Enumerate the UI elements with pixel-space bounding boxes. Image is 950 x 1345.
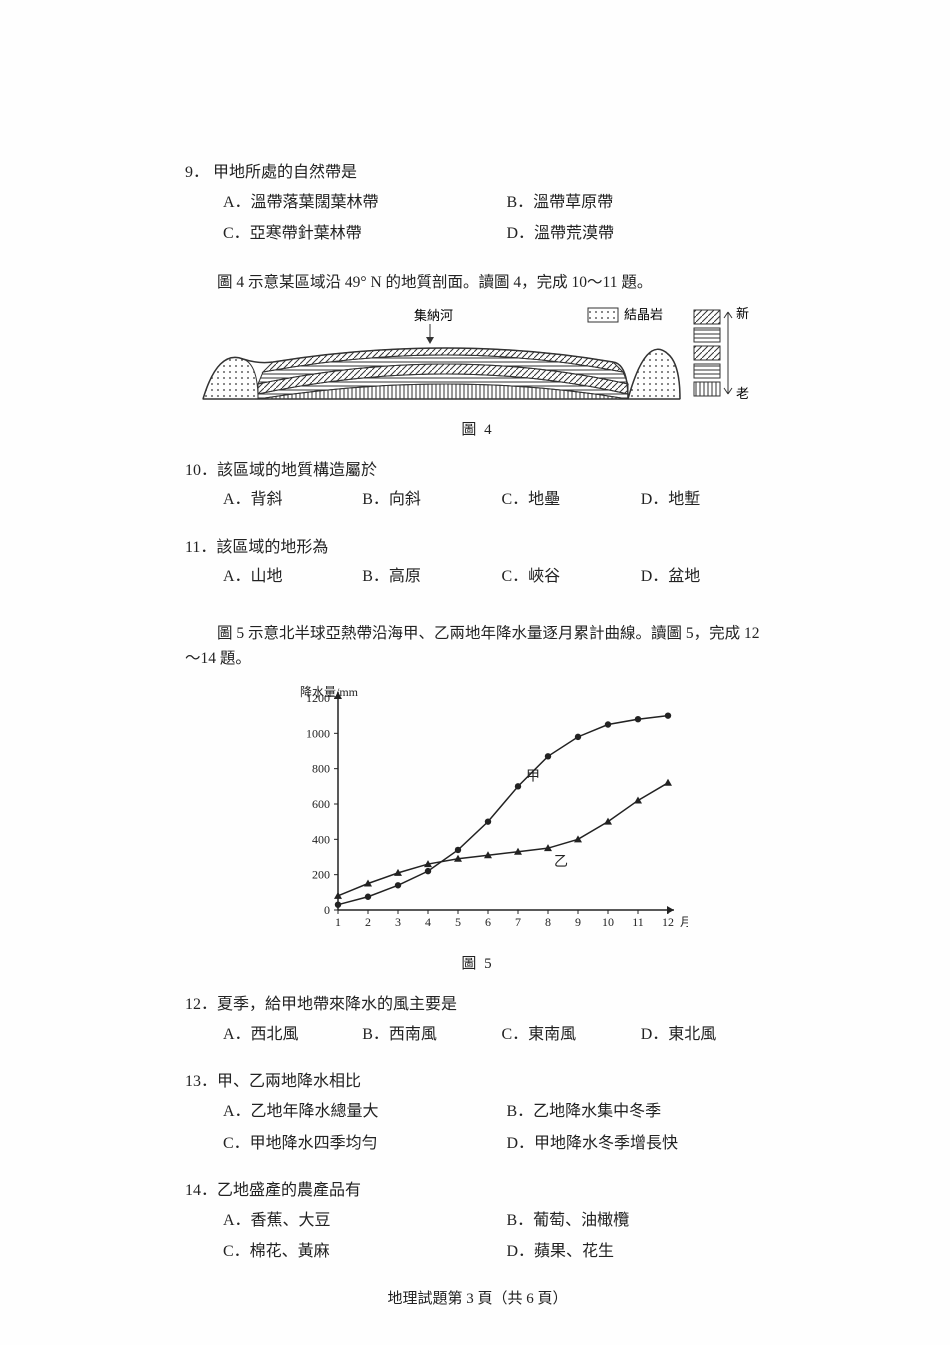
q9-choice-a: A．溫帶落葉闊葉林帶: [223, 190, 487, 216]
q12-choice-d: D．東北風: [641, 1022, 770, 1048]
question-10: 10． 該區域的地質構造屬於 A．背斜 B．向斜 C．地壘 D．地塹: [185, 458, 770, 513]
q10-choice-c: C．地壘: [502, 487, 631, 513]
q14-choice-c: C．棉花、黃麻: [223, 1239, 487, 1265]
svg-text:0: 0: [324, 903, 330, 917]
q9-choice-c: C．亞寒帶針葉林帶: [223, 221, 487, 247]
q10-number: 10．: [185, 458, 217, 484]
svg-text:200: 200: [312, 867, 330, 881]
svg-text:600: 600: [312, 797, 330, 811]
fig4-strat-legend: 新 老: [694, 306, 749, 401]
q13-choice-d: D．甲地降水冬季增長快: [507, 1131, 771, 1157]
svg-text:月: 月: [680, 915, 688, 929]
svg-text:12: 12: [662, 915, 674, 929]
q9-number: 9．: [185, 160, 213, 186]
svg-text:400: 400: [312, 832, 330, 846]
q13-text: 甲、乙兩地降水相比: [217, 1069, 770, 1095]
fig5-svg: 020040060080010001200降水量/mm1234567891011…: [268, 680, 688, 940]
q11-number: 11．: [185, 535, 216, 561]
question-13: 13． 甲、乙兩地降水相比 A．乙地年降水總量大 B．乙地降水集中冬季 C．甲地…: [185, 1069, 770, 1156]
q11-choice-d: D．盆地: [641, 564, 770, 590]
svg-text:乙: 乙: [554, 854, 568, 870]
q14-text: 乙地盛產的農產品有: [217, 1178, 770, 1204]
svg-text:10: 10: [602, 915, 614, 929]
legend-old: 老: [736, 386, 749, 401]
question-12: 12． 夏季，給甲地帶來降水的風主要是 A．西北風 B．西南風 C．東南風 D．…: [185, 992, 770, 1047]
q11-choice-b: B．高原: [362, 564, 491, 590]
q13-choice-a: A．乙地年降水總量大: [223, 1099, 487, 1125]
q12-number: 12．: [185, 992, 217, 1018]
q14-number: 14．: [185, 1178, 217, 1204]
q14-choice-b: B．葡萄、油橄欖: [507, 1208, 771, 1234]
q12-choice-a: A．西北風: [223, 1022, 352, 1048]
q12-choice-c: C．東南風: [502, 1022, 631, 1048]
figure-5: 020040060080010001200降水量/mm1234567891011…: [185, 680, 770, 977]
figure-4: 結晶岩 新 老: [185, 304, 770, 442]
svg-text:1000: 1000: [306, 726, 330, 740]
svg-text:800: 800: [312, 761, 330, 775]
question-9: 9． 甲地所處的自然帶是 A．溫帶落葉闊葉林帶 B．溫帶草原帶 C．亞寒帶針葉林…: [185, 160, 770, 247]
q9-text: 甲地所處的自然帶是: [213, 160, 770, 186]
question-11: 11． 該區域的地形為 A．山地 B．高原 C．峽谷 D．盆地: [185, 535, 770, 590]
svg-text:11: 11: [632, 915, 644, 929]
svg-text:2: 2: [365, 915, 371, 929]
fig5-intro: 圖 5 示意北半球亞熱帶沿海甲、乙兩地年降水量逐月累計曲線。讀圖 5，完成 12…: [185, 622, 770, 672]
svg-text:7: 7: [515, 915, 521, 929]
q9-choice-d: D．溫帶荒漠帶: [507, 221, 771, 247]
q13-number: 13．: [185, 1069, 217, 1095]
q14-choice-a: A．香蕉、大豆: [223, 1208, 487, 1234]
q12-choice-b: B．西南風: [362, 1022, 491, 1048]
svg-text:3: 3: [395, 915, 401, 929]
q9-choice-b: B．溫帶草原帶: [507, 190, 771, 216]
q11-choice-a: A．山地: [223, 564, 352, 590]
svg-text:4: 4: [425, 915, 431, 929]
svg-text:6: 6: [485, 915, 491, 929]
q12-text: 夏季，給甲地帶來降水的風主要是: [217, 992, 770, 1018]
page: 9． 甲地所處的自然帶是 A．溫帶落葉闊葉林帶 B．溫帶草原帶 C．亞寒帶針葉林…: [0, 0, 950, 1345]
q11-text: 該區域的地形為: [216, 535, 770, 561]
page-footer: 地理試題第 3 頁（共 6 頁）: [185, 1287, 770, 1311]
q13-choice-c: C．甲地降水四季均勻: [223, 1131, 487, 1157]
q10-choice-d: D．地塹: [641, 487, 770, 513]
svg-text:8: 8: [545, 915, 551, 929]
svg-text:9: 9: [575, 915, 581, 929]
q10-text: 該區域的地質構造屬於: [217, 458, 770, 484]
fig4-intro: 圖 4 示意某區域沿 49° N 的地質剖面。讀圖 4，完成 10～11 題。: [185, 271, 770, 296]
question-14: 14． 乙地盛產的農產品有 A．香蕉、大豆 B．葡萄、油橄欖 C．棉花、黃麻 D…: [185, 1178, 770, 1265]
fig4-svg: 結晶岩 新 老: [198, 304, 758, 414]
legend-new: 新: [736, 306, 749, 321]
fig4-caption: 圖 4: [185, 418, 770, 442]
svg-text:1: 1: [335, 915, 341, 929]
q13-choice-b: B．乙地降水集中冬季: [507, 1099, 771, 1125]
q10-choice-b: B．向斜: [362, 487, 491, 513]
legend-crystalline-swatch: [588, 308, 618, 322]
svg-text:5: 5: [455, 915, 461, 929]
fig5-caption: 圖 5: [185, 952, 770, 976]
svg-text:降水量/mm: 降水量/mm: [300, 685, 359, 699]
q14-choice-d: D．蘋果、花生: [507, 1239, 771, 1265]
svg-text:甲: 甲: [526, 769, 540, 784]
legend-crystalline-label: 結晶岩: [624, 307, 663, 322]
q11-choice-c: C．峽谷: [502, 564, 631, 590]
fig4-river-label: 集納河: [414, 308, 453, 323]
q10-choice-a: A．背斜: [223, 487, 352, 513]
